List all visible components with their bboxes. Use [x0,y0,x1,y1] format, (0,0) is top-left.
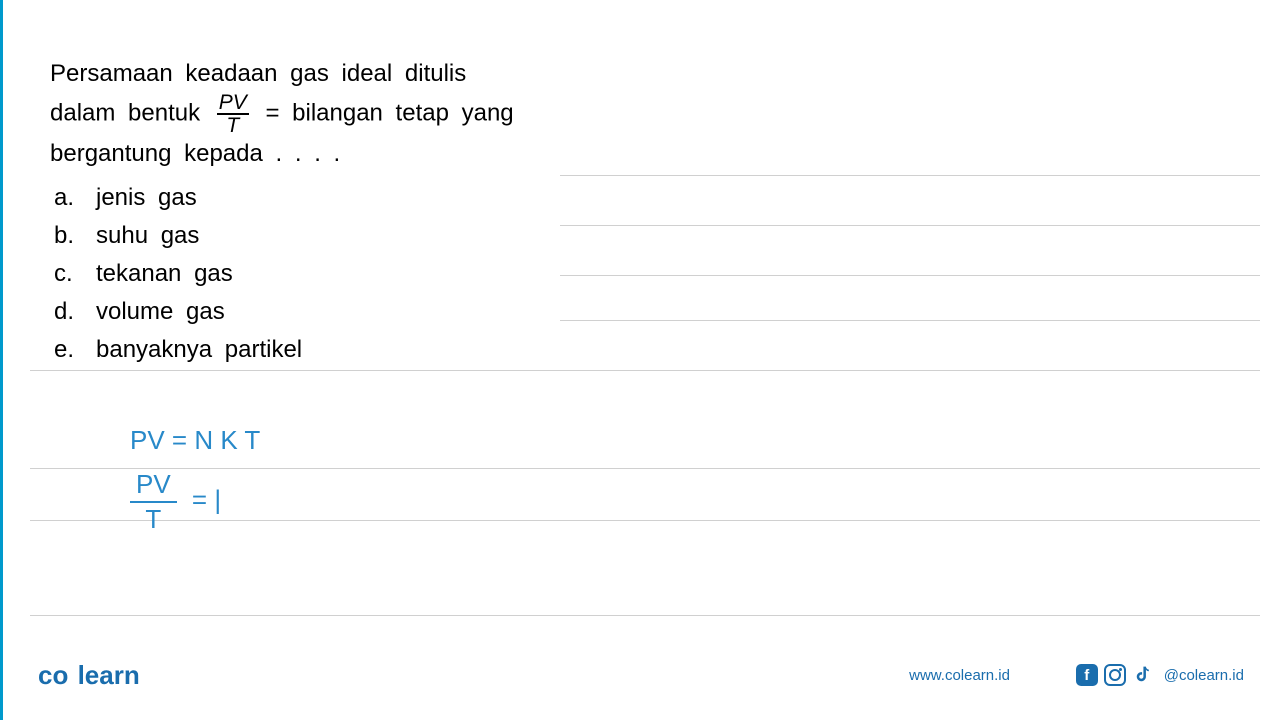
option-text: jenis gas [96,180,197,216]
ruled-line [30,370,1260,371]
option-letter: b. [50,218,96,254]
handwriting-fraction: PV T [130,470,177,533]
handwriting-area: PV = N K T PV T = | [130,425,260,533]
option-c: c. tekanan gas [50,256,570,292]
question-line2-after: = bilangan tetap yang [265,99,513,126]
option-text: banyaknya partikel [96,332,302,368]
fraction-numerator: PV [217,92,249,115]
social-handle: @colearn.id [1164,667,1244,684]
option-letter: a. [50,180,96,216]
option-text: volume gas [96,294,225,330]
ruled-line [30,615,1260,616]
option-letter: e. [50,332,96,368]
option-e: e. banyaknya partikel [50,332,570,368]
footer-url: www.colearn.id [909,667,1010,684]
content-area: Persamaan keadaan gas ideal ditulis dala… [0,0,1280,720]
handwriting-line2: PV T = | [130,470,260,533]
question-block: Persamaan keadaan gas ideal ditulis dala… [50,56,570,370]
option-text: suhu gas [96,218,199,254]
footer-social: f @colearn.id [1076,664,1244,686]
option-letter: c. [50,256,96,292]
ruled-line [560,175,1260,176]
option-text: tekanan gas [96,256,233,292]
option-b: b. suhu gas [50,218,570,254]
hw-fraction-numerator: PV [130,470,177,503]
hw-fraction-denominator: T [130,503,177,534]
brand-logo: co learn [38,660,140,691]
tiktok-icon [1132,664,1154,686]
ruled-line [560,275,1260,276]
option-d: d. volume gas [50,294,570,330]
ruled-line [560,225,1260,226]
footer: co learn www.colearn.id f @colearn.id [0,655,1280,695]
question-line2-before: dalam bentuk [50,99,200,126]
option-letter: d. [50,294,96,330]
ruled-line [560,320,1260,321]
handwriting-line1: PV = N K T [130,425,260,456]
instagram-icon [1104,664,1126,686]
fraction-denominator: T [217,115,249,136]
question-line3: bergantung kepada . . . . [50,136,570,172]
options-list: a. jenis gas b. suhu gas c. tekanan gas … [50,180,570,368]
question-line2: dalam bentuk PV T = bilangan tetap yang [50,92,570,136]
question-line1: Persamaan keadaan gas ideal ditulis [50,56,570,92]
facebook-icon: f [1076,664,1098,686]
fraction-pv-t: PV T [217,92,249,136]
option-a: a. jenis gas [50,180,570,216]
handwriting-after: = | [192,484,221,514]
